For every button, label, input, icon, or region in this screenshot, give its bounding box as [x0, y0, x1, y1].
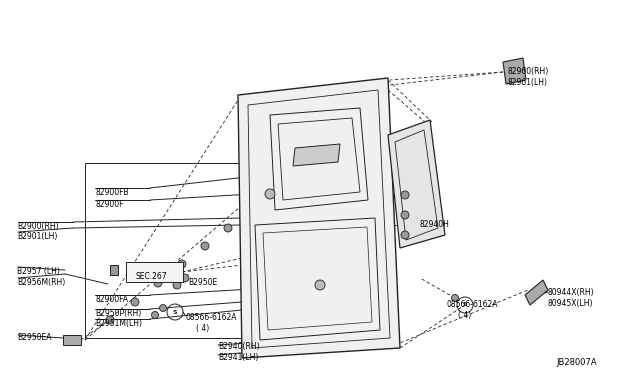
Polygon shape — [388, 120, 445, 248]
Text: 82900F: 82900F — [95, 200, 124, 209]
Circle shape — [154, 279, 162, 287]
Text: 08566-6162A: 08566-6162A — [447, 300, 499, 309]
Circle shape — [224, 224, 232, 232]
Circle shape — [401, 231, 409, 239]
Text: 80944X(RH): 80944X(RH) — [548, 288, 595, 297]
Text: 82900FB: 82900FB — [95, 188, 129, 197]
Text: B2900(RH): B2900(RH) — [17, 222, 59, 231]
Text: ( 4): ( 4) — [458, 311, 471, 320]
Polygon shape — [525, 280, 548, 305]
Text: B2950EA: B2950EA — [17, 333, 51, 342]
Text: 08566-6162A: 08566-6162A — [185, 313, 237, 322]
FancyBboxPatch shape — [126, 262, 183, 282]
Circle shape — [201, 242, 209, 250]
Bar — [63, 335, 81, 345]
Circle shape — [131, 298, 139, 306]
Polygon shape — [238, 78, 400, 358]
Text: B2941(LH): B2941(LH) — [218, 353, 259, 362]
Text: 82961(LH): 82961(LH) — [508, 78, 548, 87]
Circle shape — [451, 295, 458, 301]
Text: ( 4): ( 4) — [196, 324, 209, 333]
Circle shape — [181, 274, 189, 282]
Polygon shape — [110, 265, 118, 275]
Bar — [65, 336, 79, 344]
Text: B2957 (LH): B2957 (LH) — [17, 267, 60, 276]
Circle shape — [178, 260, 186, 268]
Polygon shape — [293, 144, 340, 166]
Text: B2950P(RH): B2950P(RH) — [95, 309, 141, 318]
Text: 82940H: 82940H — [420, 220, 450, 229]
Circle shape — [265, 189, 275, 199]
Text: 80945X(LH): 80945X(LH) — [548, 299, 593, 308]
Text: S: S — [463, 302, 467, 308]
Text: B2951M(LH): B2951M(LH) — [95, 319, 142, 328]
Text: S: S — [173, 310, 177, 314]
Circle shape — [315, 280, 325, 290]
Circle shape — [401, 191, 409, 199]
Circle shape — [159, 305, 166, 311]
Circle shape — [106, 316, 114, 324]
Text: 82900FA: 82900FA — [95, 295, 128, 304]
Text: JB28007A: JB28007A — [556, 358, 596, 367]
Circle shape — [152, 311, 159, 318]
Text: B2950E: B2950E — [188, 278, 217, 287]
Text: 82960(RH): 82960(RH) — [508, 67, 549, 76]
Bar — [85, 163, 243, 338]
Circle shape — [401, 211, 409, 219]
Circle shape — [173, 281, 181, 289]
Polygon shape — [503, 58, 526, 84]
Text: SEC.267: SEC.267 — [136, 272, 168, 281]
Text: B2901(LH): B2901(LH) — [17, 232, 58, 241]
Text: B2956M(RH): B2956M(RH) — [17, 278, 65, 287]
Text: B2940(RH): B2940(RH) — [218, 342, 260, 351]
